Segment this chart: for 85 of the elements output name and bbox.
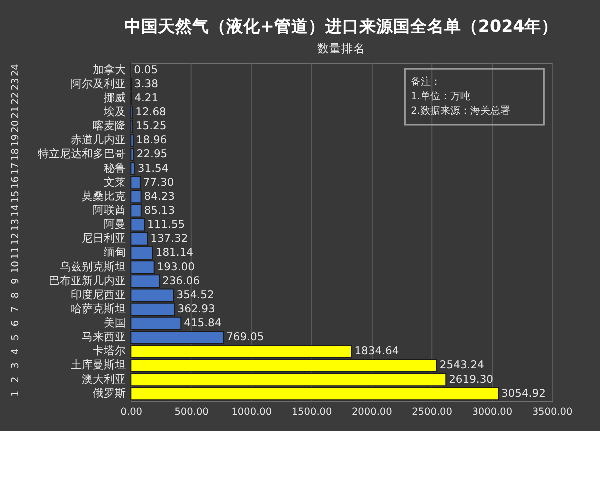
y-tick-label: 特立尼达和多巴哥 — [38, 148, 126, 161]
y-tick-label: 卡塔尔 — [92, 344, 126, 358]
y-tick-label: 阿联酋 — [92, 204, 126, 217]
data-label: 354.52 — [176, 288, 214, 302]
data-label: 137.32 — [150, 232, 188, 246]
y2-tick-label: 8 — [10, 292, 22, 299]
x-tick-label: 2500.00 — [412, 407, 452, 418]
y-tick-label: 埃及 — [102, 105, 126, 118]
y2-tick-label: 22 — [10, 92, 22, 105]
data-label: 236.06 — [162, 274, 200, 288]
y-tick-label: 俄罗斯 — [92, 386, 126, 400]
y2-tick-label: 10 — [10, 261, 22, 274]
data-label: 18.96 — [136, 134, 168, 147]
y-tick-label: 加拿大 — [92, 63, 126, 76]
data-label: 193.00 — [157, 260, 196, 274]
data-label: 111.55 — [148, 218, 186, 232]
data-label: 2543.24 — [440, 358, 485, 372]
y-tick-label: 美国 — [104, 316, 126, 330]
y-tick-label: 巴布亚新几内亚 — [48, 274, 126, 288]
x-tick-label: 3000.00 — [472, 407, 513, 418]
y2-tick-label: 11 — [10, 247, 22, 260]
y-tick-label: 文莱 — [104, 176, 126, 189]
y2-tick-label: 3 — [10, 362, 22, 369]
data-label: 15.25 — [136, 120, 167, 133]
data-label: 3054.92 — [501, 386, 546, 400]
y-tick-label: 印度尼西亚 — [70, 288, 126, 302]
y2-tick-label: 21 — [10, 106, 22, 119]
y2-tick-label: 7 — [10, 306, 22, 313]
y2-tick-label: 12 — [10, 232, 22, 246]
y-tick-label: 澳大利亚 — [82, 372, 126, 386]
annotation: 备注： — [411, 76, 442, 88]
data-label: 22.95 — [136, 148, 168, 161]
data-label: 12.68 — [136, 105, 167, 118]
data-label: 4.21 — [134, 91, 159, 104]
y2-tick-label: 6 — [10, 320, 22, 327]
x-tick-label: 1500.00 — [292, 407, 332, 418]
y-tick-label: 赤道几内亚 — [70, 134, 126, 147]
y2-tick-label: 18 — [10, 148, 22, 161]
data-label: 415.84 — [184, 316, 222, 330]
chart-subtitle: 数量排名 — [318, 42, 366, 56]
y-tick-label: 马来西亚 — [82, 330, 126, 344]
y2-tick-label: 2 — [10, 376, 22, 383]
y2-tick-label: 19 — [10, 134, 22, 147]
y2-tick-label: 14 — [10, 204, 22, 218]
y2-tick-label: 17 — [10, 162, 22, 176]
chart-title: 中国天然气（液化+管道）进口来源国全名单（2024年） — [124, 16, 559, 36]
y2-tick-label: 20 — [10, 120, 22, 133]
x-tick-label: 500.00 — [174, 407, 209, 418]
data-label: 769.05 — [226, 330, 264, 344]
y2-tick-label: 5 — [10, 334, 22, 341]
y2-tick-label: 16 — [10, 176, 22, 190]
y2-tick-label: 23 — [10, 78, 22, 91]
y-tick-label: 阿尔及利亚 — [70, 77, 126, 90]
data-label: 77.30 — [143, 176, 174, 189]
x-tick-label: 1000.00 — [232, 407, 272, 418]
y2-tick-label: 24 — [10, 64, 22, 77]
annotation: 1.单位：万吨 — [411, 90, 470, 103]
y-tick-label: 莫桑比克 — [82, 190, 126, 203]
y-tick-label: 挪威 — [104, 91, 126, 104]
x-tick-label: 2000.00 — [352, 407, 392, 418]
data-label: 1834.64 — [354, 344, 400, 358]
y-tick-label: 秘鲁 — [104, 162, 126, 175]
annotation: 2.数据来源：海关总署 — [411, 105, 510, 118]
y-tick-label: 哈萨克斯坦 — [70, 302, 126, 316]
data-label: 362.93 — [178, 302, 216, 316]
x-tick-label: 0.00 — [120, 407, 143, 418]
data-label: 181.14 — [156, 246, 194, 260]
y2-tick-label: 1 — [10, 390, 22, 398]
data-label: 31.54 — [138, 162, 169, 175]
data-label: 2619.30 — [449, 372, 494, 386]
y2-tick-label: 4 — [10, 348, 22, 355]
data-label: 0.05 — [134, 63, 158, 76]
y-tick-label: 阿曼 — [104, 218, 126, 232]
x-tick-label: 3500.00 — [532, 407, 573, 418]
y-tick-label: 喀麦隆 — [92, 120, 126, 133]
y-tick-label: 缅甸 — [104, 246, 126, 260]
y2-tick-label: 13 — [10, 218, 22, 232]
data-label: 84.23 — [144, 190, 176, 203]
y2-tick-label: 9 — [10, 278, 22, 284]
y-tick-label: 尼日利亚 — [82, 232, 126, 246]
data-label: 85.13 — [144, 204, 176, 217]
data-label: 3.38 — [134, 77, 159, 90]
y-tick-label: 土库曼斯坦 — [70, 358, 126, 372]
y2-tick-label: 15 — [10, 190, 22, 204]
y-tick-label: 乌兹别克斯坦 — [60, 260, 126, 274]
